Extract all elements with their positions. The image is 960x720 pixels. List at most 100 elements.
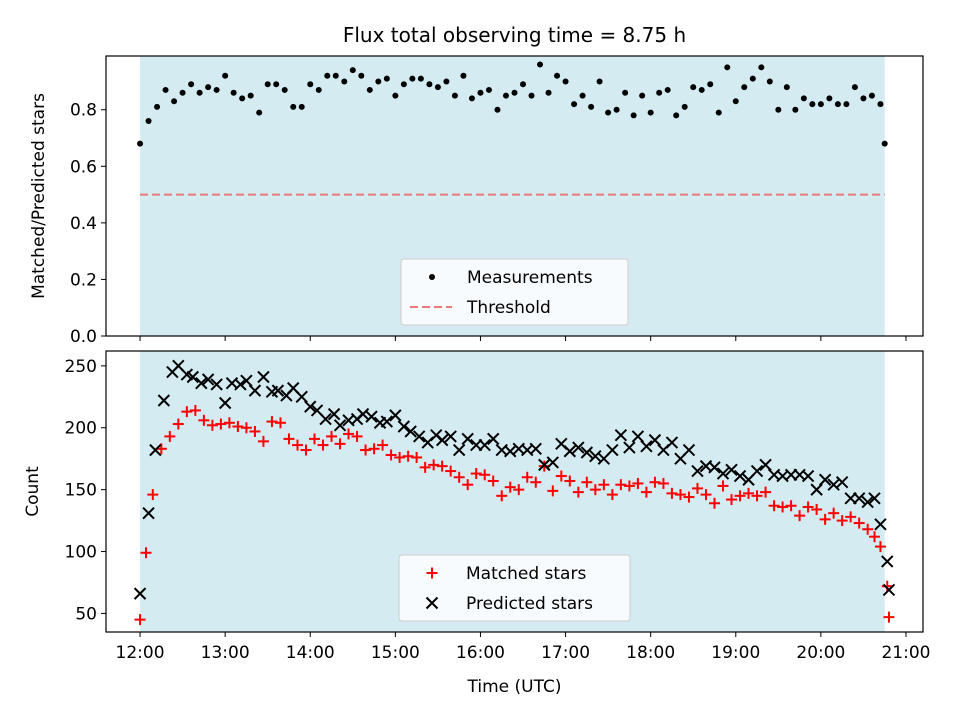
measurement-point (375, 78, 382, 85)
predicted-star-point (365, 410, 378, 423)
predicted-star-point (563, 445, 577, 458)
matched-star-point (881, 580, 893, 592)
marker-stroke (380, 415, 394, 428)
matched-star-point (632, 477, 644, 489)
predicted-star-point (487, 432, 500, 446)
predicted-star-point (759, 458, 772, 472)
predicted-star-point (818, 473, 832, 486)
matched-star-point (360, 444, 372, 456)
measurement-point (537, 61, 544, 68)
bottom-y-ticks: 50 100 150 200 250 (65, 357, 106, 624)
predicted-star-point (852, 492, 866, 505)
marker-stroke (835, 476, 849, 489)
measurement-point (154, 103, 161, 110)
marker-stroke (708, 461, 721, 474)
measurement-point (596, 78, 603, 85)
chart-title: Flux total observing time = 8.75 h (343, 23, 686, 47)
measurement-point (417, 75, 424, 82)
marker-stroke (444, 430, 457, 443)
predicted-star-point (868, 492, 881, 505)
predicted-star-point (444, 430, 457, 443)
y-tick-label: 0.8 (70, 101, 97, 121)
marker-stroke (304, 400, 317, 413)
measurement-point (622, 89, 629, 96)
marker-stroke (750, 464, 764, 478)
marker-stroke (881, 555, 894, 568)
measurement-point (264, 81, 271, 88)
marker-stroke (142, 506, 155, 520)
matched-star-point (868, 531, 880, 543)
matched-star-point (385, 449, 397, 461)
marker-stroke (295, 390, 308, 404)
predicted-star-point (750, 464, 764, 478)
marker-stroke (365, 410, 378, 423)
matched-star-point (657, 477, 669, 489)
marker-stroke (648, 433, 662, 447)
measurement-point (605, 109, 612, 116)
matched-star-point (828, 507, 840, 519)
matched-star-point (674, 489, 686, 501)
predicted-star-point (452, 443, 466, 457)
predicted-star-point (389, 409, 402, 422)
predicted-star-point (404, 425, 417, 438)
matched-star-point (487, 475, 499, 487)
measurement-point (468, 95, 475, 102)
measurement-point (171, 98, 178, 105)
predicted-star-point (874, 518, 887, 531)
measurement-point (613, 106, 620, 113)
matched-star-point (172, 418, 184, 430)
predicted-star-point (435, 433, 449, 447)
matched-star-point (640, 486, 652, 498)
marker-stroke (186, 370, 200, 384)
measurement-points (137, 61, 888, 147)
measurement-point (451, 92, 458, 99)
x-tick-label: 14:00 (286, 643, 335, 663)
predicted-star-point (186, 370, 200, 384)
matched-star-point (862, 523, 874, 535)
marker-stroke (733, 469, 747, 483)
measurement-point (783, 84, 790, 91)
matched-star-point (181, 406, 193, 418)
matched-star-point (802, 501, 814, 513)
measurement-point (724, 64, 731, 71)
matched-star-point (883, 611, 895, 623)
count-panel: 50 100 150 200 250 12:00 13:00 14:00 15:00 16:00… (23, 350, 930, 697)
marker-stroke (776, 469, 789, 483)
matched-star-point (751, 490, 763, 502)
matched-star-point (428, 459, 440, 471)
matched-star-point (411, 451, 423, 463)
matched-star-point (470, 468, 482, 480)
marker-stroke (425, 596, 439, 610)
measurement-point (826, 95, 833, 102)
predicted-star-point (380, 415, 394, 428)
measurement-point (690, 84, 697, 91)
x-tick-label: 13:00 (201, 643, 250, 663)
marker-stroke (852, 492, 866, 505)
marker-stroke (868, 492, 881, 505)
marker-stroke (397, 420, 411, 433)
marker-stroke (257, 370, 270, 384)
predicted-star-point (801, 469, 815, 483)
measurement-point (664, 86, 671, 93)
measurement-point (460, 72, 467, 79)
measurement-point (877, 101, 884, 108)
predicted-star-point (691, 464, 704, 478)
predicted-star-point (725, 463, 738, 477)
matched-star-point (845, 511, 857, 523)
matched-star-point (240, 422, 252, 434)
measurement-point (188, 81, 195, 88)
marker-stroke (665, 436, 679, 449)
marker-stroke (487, 432, 500, 446)
marker-stroke (327, 407, 341, 421)
matched-star-point (572, 486, 584, 498)
matched-star-point (309, 433, 321, 445)
marker-stroke (691, 464, 704, 478)
legend-predicted-marker (425, 596, 439, 610)
predicted-star-point (478, 438, 491, 452)
measurement-point (349, 67, 356, 74)
marker-stroke (210, 378, 223, 391)
matched-star-point (504, 481, 516, 493)
y-tick-label: 0.0 (70, 327, 97, 347)
predicted-stars-points (133, 359, 896, 600)
predicted-star-point (682, 443, 696, 457)
